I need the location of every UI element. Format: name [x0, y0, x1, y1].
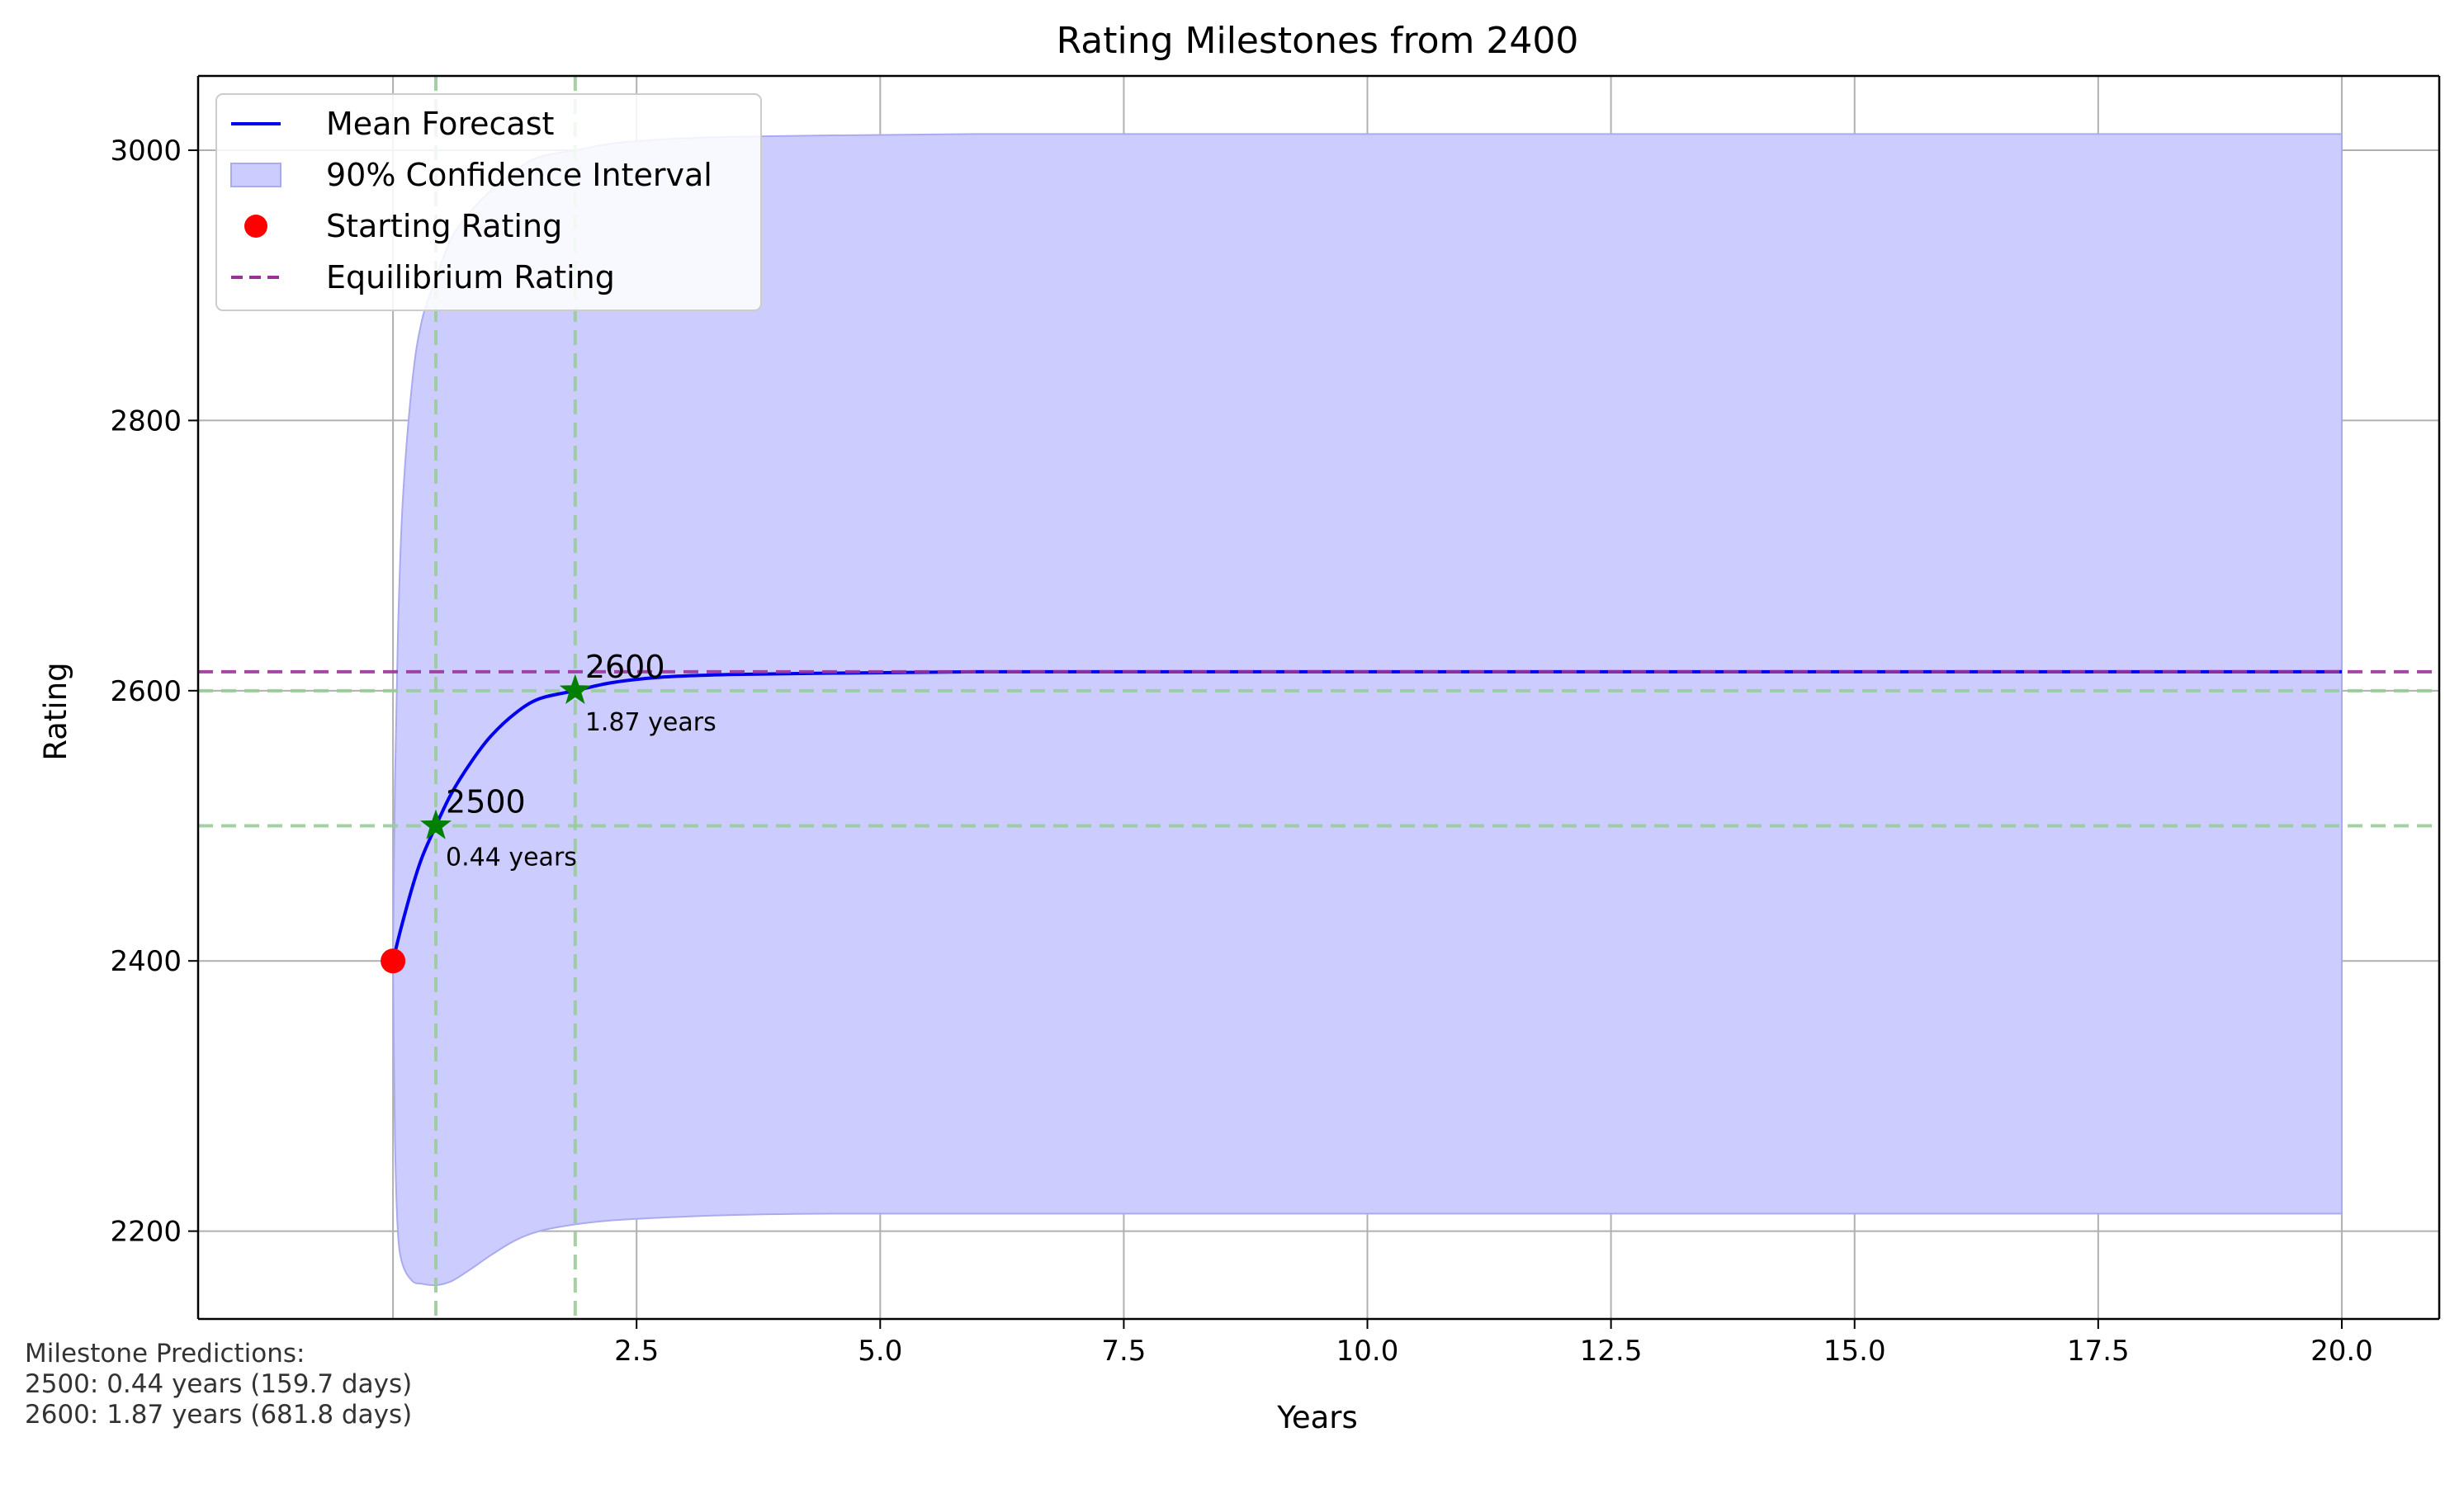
note-line-2500: 2500: 0.44 years (159.7 days): [25, 1369, 412, 1399]
legend-swatch-confidence-interval: [230, 163, 281, 187]
markers: [381, 674, 591, 974]
legend-box: [215, 93, 762, 311]
legend-swatch-starting-rating: [244, 215, 267, 238]
milestone-star-2600: [559, 674, 591, 704]
y-tick-label-3: 2800: [110, 404, 182, 437]
y-axis-label: Rating: [38, 662, 73, 760]
milestone-years-2500: 0.44 years: [446, 844, 577, 872]
x-tick-label-3: 10.0: [1336, 1335, 1399, 1368]
note-line-2600: 2600: 1.87 years (681.8 days): [25, 1400, 412, 1430]
x-tick-label-0: 2.5: [614, 1335, 659, 1368]
y-tick-label-2: 2600: [110, 675, 182, 708]
tick-labels: 2.5 5.0 7.5 10.0 12.5 15.0 17.5 20.0 2200 2400 260…: [110, 135, 2372, 1368]
milestone-star-2500: [420, 809, 452, 839]
x-tick-label-6: 17.5: [2067, 1335, 2130, 1368]
legend-label-1: 90% Confidence Interval: [326, 157, 712, 193]
x-tick-label-2: 7.5: [1101, 1335, 1146, 1368]
chart-title: Rating Milestones from 2400: [1057, 20, 1579, 62]
x-tick-label-1: 5.0: [858, 1335, 902, 1368]
legend-label-0: Mean Forecast: [326, 106, 554, 142]
legend: Mean Forecast 90% Confidence Interval Star…: [215, 93, 762, 311]
milestone-label-2500: 2500: [446, 784, 526, 820]
y-tick-label-1: 2400: [110, 945, 182, 978]
x-axis-label: Years: [1276, 1400, 1358, 1435]
milestone-years-2600: 1.87 years: [585, 708, 716, 737]
milestone-predictions-note: Milestone Predictions: 2500: 0.44 years …: [25, 1339, 412, 1430]
x-tick-label-7: 20.0: [2310, 1335, 2373, 1368]
y-tick-label-0: 2200: [110, 1216, 182, 1249]
milestone-annotations: 2500 0.44 years 2600 1.87 years: [446, 649, 716, 872]
milestone-label-2600: 2600: [585, 649, 665, 685]
starting-rating-marker: [381, 948, 406, 974]
legend-label-3: Equilibrium Rating: [326, 259, 615, 295]
y-tick-label-4: 3000: [110, 135, 182, 168]
legend-label-2: Starting Rating: [326, 208, 562, 244]
x-tick-label-5: 15.0: [1823, 1335, 1886, 1368]
axes: [196, 74, 2441, 1321]
plot-area: [198, 76, 2439, 1319]
note-line-heading: Milestone Predictions:: [25, 1339, 305, 1368]
x-tick-label-4: 12.5: [1580, 1335, 1643, 1368]
